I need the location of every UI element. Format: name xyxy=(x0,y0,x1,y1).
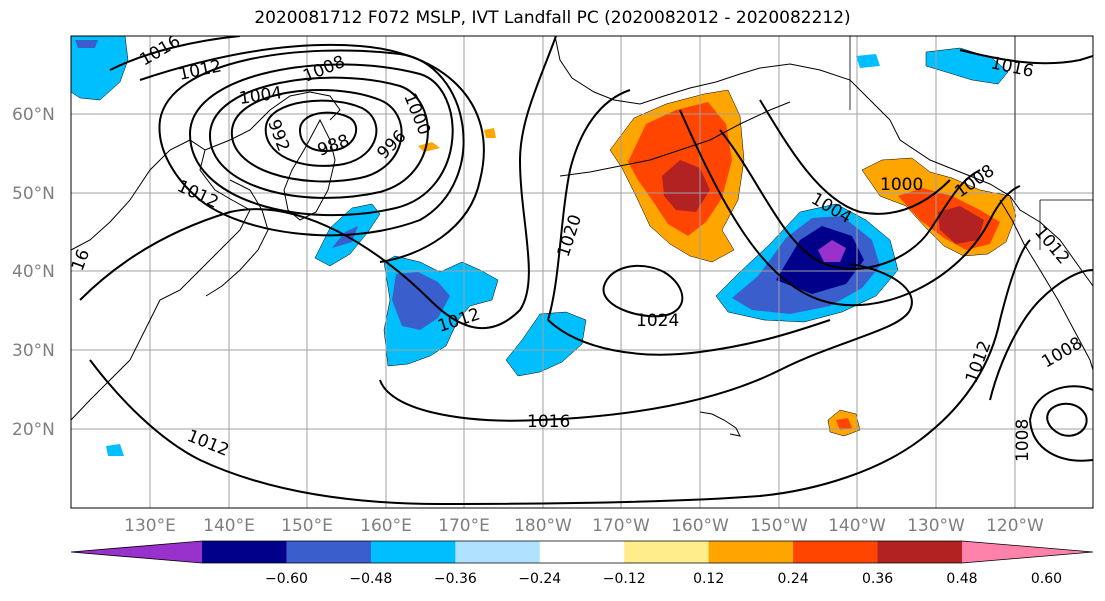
colorbar-tick-label: −0.48 xyxy=(349,571,392,587)
lon-label: 160°E xyxy=(360,516,412,536)
isobar-992 xyxy=(264,99,378,167)
colorbar-extend-low xyxy=(71,541,202,563)
latitude-labels: 60°N 50°N 40°N 30°N 20°N xyxy=(12,105,55,440)
colorbar-segment xyxy=(455,541,541,563)
isobar-1008-gulf xyxy=(679,109,1021,307)
lon-label: 150°E xyxy=(281,516,333,536)
lon-label: 120°W xyxy=(986,516,1044,536)
isobar-1016-ne xyxy=(959,49,1093,65)
ivt-negative-region-south xyxy=(505,311,587,377)
colorbar-extend-high xyxy=(962,541,1093,563)
isobar-1000 xyxy=(208,76,429,199)
colorbar-tick-label: 0.36 xyxy=(862,571,893,587)
lon-label: 170°E xyxy=(438,516,490,536)
map-title: 2020081712 F072 MSLP, IVT Landfall PC (2… xyxy=(254,8,851,28)
colorbar-segment xyxy=(370,541,456,563)
ivt-negative-region-nw-core xyxy=(75,40,98,48)
isobar-1012-north xyxy=(139,43,485,263)
ivt-negative-region-gulf-core xyxy=(818,240,846,262)
colorbar-tick-label: 0.48 xyxy=(946,571,977,587)
isobar-label: 1016 xyxy=(527,412,570,432)
colorbar-tick-label: −0.36 xyxy=(434,571,477,587)
isobar-1012-south xyxy=(89,239,1031,506)
ivt-positive-region-tiny-2 xyxy=(418,142,440,152)
colorbar-segment xyxy=(286,541,372,563)
isobar-1004-gulf xyxy=(719,129,981,270)
lat-label: 50°N xyxy=(12,184,55,204)
colorbar-tick-label: 0.12 xyxy=(693,571,724,587)
coast-okhotsk xyxy=(204,91,341,151)
lon-label: 150°W xyxy=(750,516,808,536)
coast-na-west xyxy=(999,199,1093,371)
isobar-1012-se xyxy=(989,269,1093,401)
map-border xyxy=(70,35,1094,509)
isobar-label: 16 xyxy=(68,247,94,274)
isobar-1024 xyxy=(602,264,684,318)
ivt-negative-region-nw xyxy=(71,36,129,101)
isobar-1016-north xyxy=(109,36,241,71)
isobar-1000-gulf xyxy=(759,99,951,215)
longitude-labels: 130°E 140°E 150°E 160°E 170°E 180°W 170°… xyxy=(124,516,1044,536)
lon-label: 130°W xyxy=(907,516,965,536)
ivt-negative-region-gulf-dark xyxy=(776,226,864,294)
lon-label: 170°W xyxy=(592,516,650,536)
isobar-1012-central xyxy=(79,36,557,329)
isobar-1008 xyxy=(158,49,465,237)
ivt-negative-region-sw-small xyxy=(106,444,124,456)
colorbar-tick-label: −0.24 xyxy=(518,571,561,587)
isobar-1008-se-outer xyxy=(1029,385,1093,462)
isobar-996 xyxy=(230,89,403,183)
ivt-positive-region-small-south-core xyxy=(836,418,852,430)
lon-label: 180°W xyxy=(514,516,572,536)
lon-label: 140°W xyxy=(828,516,886,536)
colorbar-segment xyxy=(793,541,879,563)
coast-hawaii xyxy=(699,411,741,437)
lat-label: 20°N xyxy=(12,420,55,440)
ivt-negative-region-central-core xyxy=(392,272,450,330)
isobar-label: 1024 xyxy=(636,311,679,331)
ivt-positive-region-nw-coast-core xyxy=(938,206,984,244)
colorbar-tick-label: −0.60 xyxy=(265,571,308,587)
colorbar-tick-label: 0.24 xyxy=(778,571,809,587)
mslp-isobars xyxy=(79,36,1093,506)
colorbar: −0.60 −0.48 −0.36 −0.24 −0.12 0.12 0.24 0.36 0.4… xyxy=(70,540,1094,587)
lat-label: 60°N xyxy=(12,105,55,125)
coast-alaska xyxy=(554,36,1093,287)
colorbar-tick-label: 0.60 xyxy=(1031,571,1062,587)
lon-label: 160°W xyxy=(671,516,729,536)
colorbar-tick-label: −0.12 xyxy=(603,571,646,587)
lon-label: 130°E xyxy=(124,516,176,536)
colorbar-segment xyxy=(708,541,794,563)
isobar-1004 xyxy=(188,63,454,217)
lat-label: 30°N xyxy=(12,341,55,361)
isobar-label: 1008 xyxy=(1013,419,1033,462)
isobar-label: 1000 xyxy=(880,175,923,195)
isobar-1016-south xyxy=(379,263,913,422)
ivt-negative-region-ne-small xyxy=(856,54,880,68)
border-canada xyxy=(849,36,1093,250)
colorbar-outline xyxy=(70,540,1094,564)
colorbar-segment xyxy=(877,541,963,563)
ivt-negative-region-kamchatka-core xyxy=(332,226,358,248)
colorbar-segment xyxy=(539,541,625,563)
coast-kamchatka xyxy=(283,118,336,221)
coast-aleutians xyxy=(559,101,791,177)
isobar-1020 xyxy=(547,89,831,356)
ivt-positive-region-bering-core xyxy=(662,160,710,212)
lon-label: 140°E xyxy=(203,516,255,536)
coast-japan xyxy=(205,179,269,297)
isobar-988 xyxy=(298,111,358,152)
colorbar-segment xyxy=(202,541,287,563)
lat-label: 40°N xyxy=(12,262,55,282)
isobar-1008-se xyxy=(1046,402,1088,437)
colorbar-segment xyxy=(624,541,710,563)
ivt-positive-region-tiny-1 xyxy=(484,128,496,138)
